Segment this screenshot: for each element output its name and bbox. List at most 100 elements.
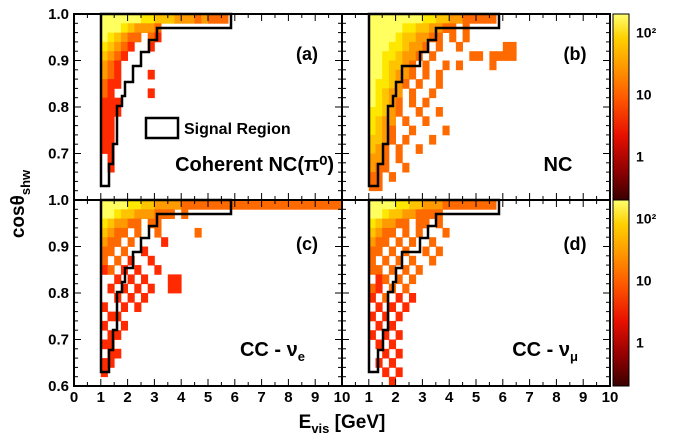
heatmap-cell: [254, 200, 262, 210]
heatmap-cell: [100, 69, 108, 80]
heatmap-cell: [402, 218, 410, 229]
heatmap-cell: [415, 227, 423, 238]
heatmap-cell: [375, 200, 383, 210]
heatmap-cell: [368, 218, 376, 229]
heatmap-cell: [368, 293, 376, 303]
heatmap-cell: [120, 14, 128, 24]
colorbar-top: [612, 13, 630, 201]
heatmap-cell: [114, 97, 122, 108]
heatmap-cell: [127, 41, 135, 52]
heatmap-cell: [174, 200, 182, 210]
panel-b-label: (b): [564, 44, 587, 64]
heatmap-cell: [375, 51, 383, 61]
heatmap-cell: [127, 293, 135, 303]
heatmap-cell: [422, 246, 430, 257]
heatmap-cell: [161, 237, 169, 247]
heatmap-cell: [489, 14, 497, 24]
heatmap-cell: [120, 283, 128, 294]
heatmap-cell: [382, 274, 390, 285]
heatmap-cell: [114, 200, 122, 210]
heatmap-cell: [435, 69, 443, 80]
heatmap-cell: [194, 14, 202, 24]
heatmap-cell: [201, 14, 209, 24]
heatmap-cell: [402, 69, 410, 80]
legend-label: Signal Region: [184, 121, 291, 138]
heatmap-cell: [167, 283, 175, 294]
heatmap-cell: [120, 51, 128, 61]
legend: Signal Region: [144, 116, 291, 140]
heatmap-cell: [382, 153, 390, 164]
colorbar-label: 10: [636, 87, 652, 103]
heatmap-cell: [382, 237, 390, 247]
heatmap-cell: [449, 14, 457, 24]
heatmap-cell: [368, 14, 376, 24]
heatmap-cell: [221, 14, 229, 24]
heatmap-cell: [395, 60, 403, 71]
heatmap-cell: [382, 23, 390, 33]
heatmap-cell: [409, 51, 417, 61]
heatmap-cell: [154, 265, 162, 275]
heatmap-cell: [107, 23, 115, 33]
heatmap-cell: [127, 14, 135, 24]
heatmap-cell: [120, 41, 128, 52]
heatmap-cell: [395, 69, 403, 80]
heatmap-cell: [509, 51, 517, 61]
heatmap-cell: [462, 200, 470, 210]
heatmap-cell: [375, 274, 383, 285]
heatmap-cell: [107, 153, 115, 164]
heatmap-cell: [402, 209, 410, 219]
heatmap-cell: [107, 330, 115, 340]
heatmap-cell: [181, 200, 189, 210]
heatmap-cell: [100, 41, 108, 52]
heatmap-cell: [382, 41, 390, 52]
heatmap-cell: [107, 107, 115, 117]
heatmap-cell: [375, 144, 383, 154]
heatmap-cell: [415, 200, 423, 210]
heatmap-cell: [388, 265, 396, 275]
heatmap-cell: [368, 32, 376, 43]
panel-d-label: (d): [564, 234, 587, 254]
heatmap-cell: [442, 200, 450, 210]
heatmap-cell: [382, 330, 390, 340]
heatmap-cell: [100, 116, 108, 126]
heatmap-cell: [435, 246, 443, 257]
heatmap-cell: [375, 23, 383, 33]
y-tick-label: 0.8: [48, 99, 69, 116]
heatmap-cell: [147, 88, 155, 99]
panel-b: (b) NC: [341, 12, 611, 201]
heatmap-cell: [295, 200, 303, 210]
heatmap-cell: [114, 209, 122, 219]
heatmap-cell: [368, 60, 376, 71]
heatmap-cell: [261, 200, 269, 210]
heatmap-cell: [107, 237, 115, 247]
heatmap-cell: [368, 88, 376, 99]
x-tick-label: 6: [499, 389, 507, 406]
colorbar-label: 10²: [636, 25, 657, 41]
heatmap-cell: [422, 209, 430, 219]
heatmap-cell: [368, 283, 376, 294]
heatmap-cell: [321, 200, 329, 210]
heatmap-cell: [114, 330, 122, 340]
heatmap-cell: [509, 41, 517, 52]
y-tick-label: 1.0: [48, 192, 69, 209]
heatmap-cell: [429, 200, 437, 210]
heatmap-cell: [409, 125, 417, 136]
heatmap-cell: [395, 209, 403, 219]
heatmap-cell: [435, 107, 443, 117]
heatmap-cell: [395, 237, 403, 247]
heatmap-cell: [422, 200, 430, 210]
heatmap-cell: [415, 107, 423, 117]
heatmap-cell: [107, 88, 115, 99]
heatmap-cell: [388, 172, 396, 182]
panel-b-annotation: NC: [544, 154, 573, 176]
heatmap-cell: [328, 200, 336, 210]
heatmap-cell: [181, 14, 189, 24]
heatmap-cell: [114, 14, 122, 24]
heatmap-cell: [127, 32, 135, 43]
heatmap-cell: [395, 107, 403, 117]
heatmap-cell: [114, 79, 122, 89]
heatmap-cell: [120, 218, 128, 229]
heatmap-cell: [141, 200, 149, 210]
heatmap-cell: [368, 265, 376, 275]
heatmap-cell: [388, 41, 396, 52]
